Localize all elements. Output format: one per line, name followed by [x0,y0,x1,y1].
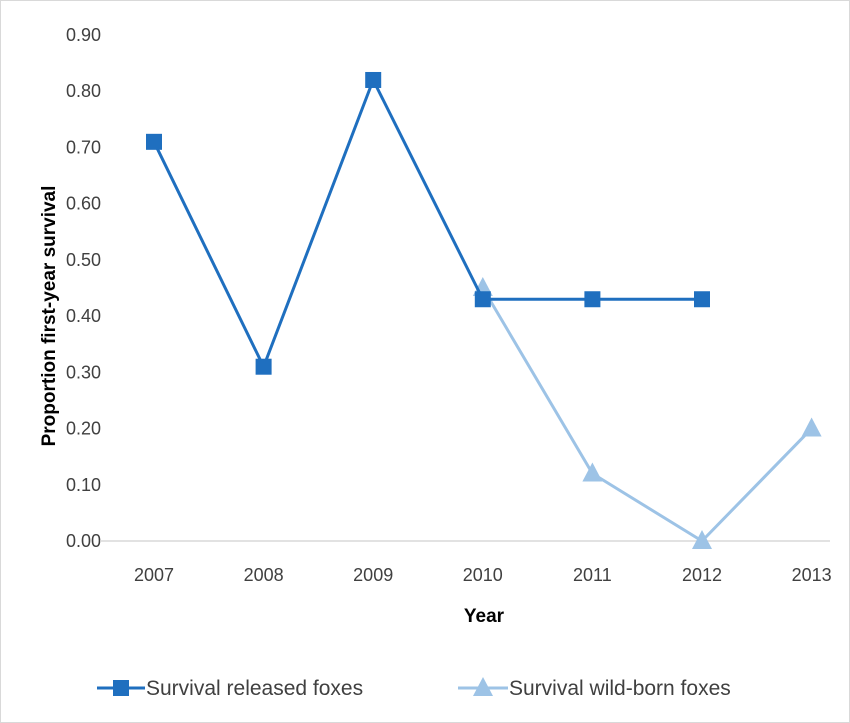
y-tick-label: 0.90 [66,25,101,45]
data-point [582,462,603,482]
y-axis-ticks: 0.00 0.10 0.20 0.30 0.40 0.50 0.60 0.70 0.80 0.90 [66,25,101,551]
legend-item: Survival released foxes [97,677,363,700]
legend-marker [473,677,493,696]
x-axis-title: Year [464,606,505,627]
data-point [146,133,162,150]
x-tick-label: 2010 [463,565,503,585]
x-tick-label: 2009 [353,565,393,585]
x-tick-label: 2011 [573,565,612,585]
x-tick-label: 2012 [682,565,722,585]
y-tick-label: 0.50 [66,250,101,270]
y-tick-label: 0.60 [66,194,101,214]
data-point [692,530,712,549]
x-axis-ticks: 2007 2008 2009 2010 2011 2012 2013 [134,565,832,585]
y-tick-label: 0.80 [66,81,101,101]
series-line [481,287,813,543]
series-line [152,78,702,369]
data-point [694,291,710,308]
legend-label: Survival wild-born foxes [509,677,731,700]
data-point [584,291,601,308]
legend-item: Survival wild-born foxes [458,677,731,700]
series-layer [146,71,822,549]
legend: Survival released foxes Survival wild-bor… [97,677,731,700]
x-tick-label: 2008 [244,565,284,585]
data-point [365,71,382,88]
y-tick-label: 0.20 [66,419,101,439]
x-tick-label: 2013 [792,565,832,585]
y-axis-title: Proportion first-year survival [39,186,60,447]
y-tick-label: 0.00 [66,531,101,551]
legend-marker [113,680,129,696]
legend-label: Survival released foxes [146,677,363,700]
y-tick-label: 0.70 [66,137,101,157]
series-wild-born [472,277,822,549]
data-point [474,291,491,308]
data-point [801,417,822,437]
y-tick-label: 0.30 [66,362,101,382]
y-tick-label: 0.10 [66,475,101,495]
series-released [146,71,710,375]
y-tick-label: 0.40 [66,306,101,326]
x-tick-label: 2007 [134,565,174,585]
data-point [255,358,272,375]
